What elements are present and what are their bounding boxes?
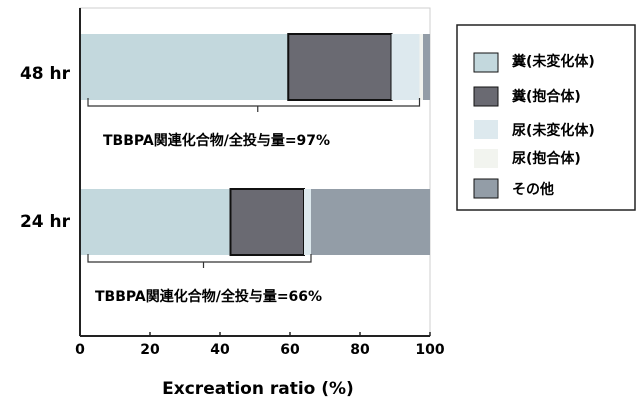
- legend-label-urine-unchanged: 尿(未変化体): [512, 122, 595, 139]
- legend: 糞(未変化体) 糞(抱合体) 尿(未変化体) 尿(抱合体) その他: [456, 24, 636, 211]
- x-axis: [79, 8, 431, 337]
- legend-swatch: [473, 52, 499, 73]
- total-brace: [87, 98, 421, 112]
- bar-segment: [391, 34, 420, 100]
- legend-label-feces-unchanged: 糞(未変化体): [511, 53, 595, 70]
- legend-label-feces-conjugate: 糞(抱合体): [511, 88, 581, 105]
- bar-segment: [304, 189, 311, 255]
- bar-segment: [287, 33, 393, 101]
- legend-label-urine-conjugate: 尿(抱合体): [512, 150, 581, 167]
- x-tick-label: 0: [75, 342, 85, 358]
- legend-label-other: その他: [512, 181, 554, 198]
- total-note-48hr: TBBPA関連化合物/全投与量=97%: [103, 132, 330, 149]
- legend-swatch: [474, 120, 498, 139]
- braces: [87, 98, 421, 268]
- bar-segment: [311, 189, 430, 255]
- x-tick-label: 40: [210, 342, 230, 358]
- bar-segment: [419, 34, 423, 100]
- x-axis-title: Excreation ratio (%): [162, 379, 354, 399]
- bar-segment: [423, 34, 430, 100]
- legend-swatch: [473, 86, 499, 107]
- x-tick-label: 80: [350, 342, 370, 358]
- bar-segment: [80, 189, 231, 255]
- x-tick-labels: 0 20 40 60 80 100: [75, 342, 445, 358]
- bars: [80, 33, 430, 256]
- total-note-24hr: TBBPA関連化合物/全投与量=66%: [95, 288, 322, 305]
- bar-segment: [80, 34, 289, 100]
- totals-notes: TBBPA関連化合物/全投与量=97% TBBPA関連化合物/全投与量=66%: [95, 132, 330, 305]
- total-brace: [87, 254, 312, 268]
- x-tick-label: 100: [415, 342, 444, 358]
- x-tick-label: 20: [140, 342, 160, 358]
- category-label-48hr: 48 hr: [20, 64, 71, 84]
- category-label-24hr: 24 hr: [20, 212, 71, 232]
- bar-segment: [229, 188, 305, 256]
- legend-swatch: [473, 178, 499, 199]
- category-labels: 48 hr 24 hr: [20, 64, 71, 232]
- x-tick-label: 60: [280, 342, 300, 358]
- legend-swatch: [474, 149, 498, 168]
